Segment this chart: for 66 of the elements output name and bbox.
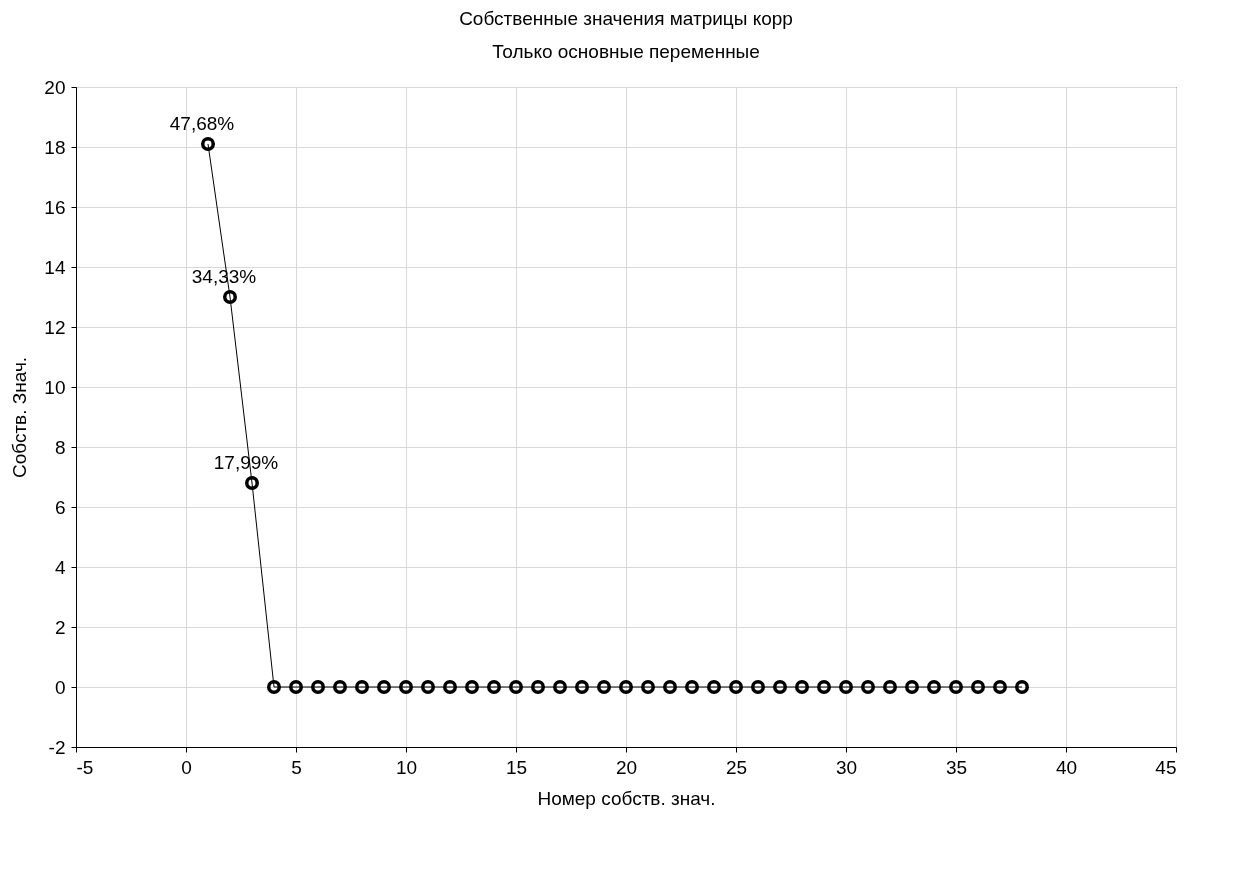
point — [795, 680, 809, 694]
x-tick-label: 40 — [1055, 756, 1078, 778]
point — [333, 680, 347, 694]
point — [399, 680, 413, 694]
point — [311, 680, 325, 694]
point — [465, 680, 479, 694]
x-tick-label: 25 — [725, 756, 748, 778]
point — [993, 680, 1007, 694]
x-tick-label: 30 — [835, 756, 858, 778]
point — [839, 680, 853, 694]
point — [509, 680, 523, 694]
point — [751, 680, 765, 694]
y-tick-label: 8 — [54, 436, 66, 458]
y-axis-title: Собств. Знач. — [9, 356, 31, 479]
x-tick-label: 45 — [1155, 756, 1177, 778]
point — [531, 680, 545, 694]
x-tick-label: -5 — [76, 756, 94, 778]
y-tick-label: 12 — [44, 316, 66, 338]
point — [553, 680, 567, 694]
point — [861, 680, 875, 694]
point — [201, 137, 215, 151]
point — [619, 680, 633, 694]
x-tick-label: 5 — [291, 756, 302, 778]
point — [597, 680, 611, 694]
point — [729, 680, 743, 694]
y-tick-label: 6 — [54, 496, 66, 518]
point — [487, 680, 501, 694]
point — [905, 680, 919, 694]
point — [773, 680, 787, 694]
point — [641, 680, 655, 694]
y-tick-label: 16 — [44, 196, 66, 218]
point — [267, 680, 281, 694]
point — [971, 680, 985, 694]
x-tick-label: 15 — [505, 756, 528, 778]
x-axis-title: Номер собств. знач. — [537, 787, 716, 809]
point — [355, 680, 369, 694]
x-tick-label: 20 — [615, 756, 638, 778]
point — [707, 680, 721, 694]
chart-subtitle: Только основные переменные — [492, 41, 760, 62]
point — [289, 680, 303, 694]
y-tick-label: 14 — [44, 256, 66, 278]
y-tick-label: 20 — [44, 76, 66, 98]
y-tick-label: 4 — [54, 556, 66, 578]
x-tick-label: 0 — [181, 756, 192, 778]
x-tick-label: 35 — [945, 756, 968, 778]
y-tick-label: 0 — [54, 676, 66, 698]
chart-title: Собственные значения матрицы корр — [459, 8, 793, 29]
point — [245, 476, 259, 490]
point — [421, 680, 435, 694]
point — [443, 680, 457, 694]
point — [223, 290, 237, 304]
y-tick-label: 10 — [44, 376, 66, 398]
point — [949, 680, 963, 694]
point — [663, 680, 677, 694]
point — [377, 680, 391, 694]
annotation: 47,68% — [169, 113, 235, 134]
point — [575, 680, 589, 694]
y-tick-label: -2 — [48, 736, 66, 758]
point — [817, 680, 831, 694]
point — [685, 680, 699, 694]
point — [927, 680, 941, 694]
point — [1015, 680, 1029, 694]
x-tick-label: 10 — [395, 756, 418, 778]
y-tick-label: 18 — [44, 136, 66, 158]
y-tick-label: 2 — [54, 616, 66, 638]
point — [883, 680, 897, 694]
